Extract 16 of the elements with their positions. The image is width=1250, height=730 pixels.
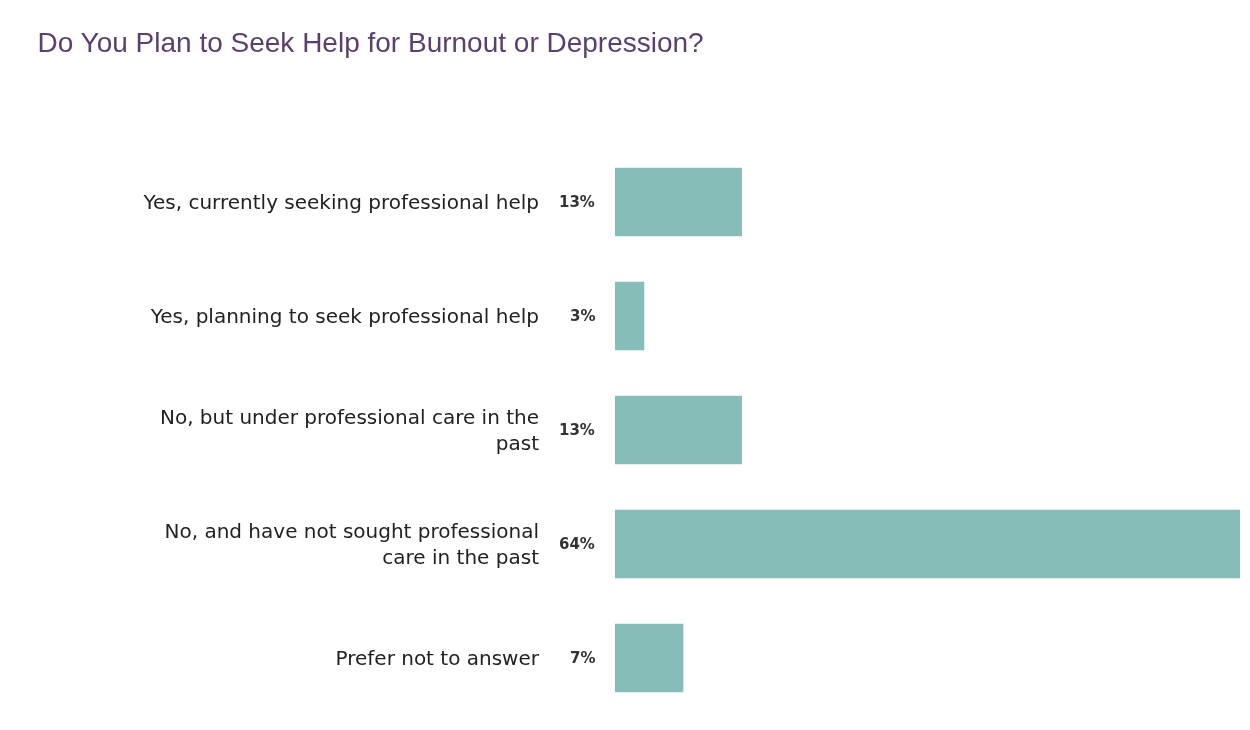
y-tick-label: No, but under professional care in the past [159,405,540,455]
y-tick-label: Prefer not to answer [335,646,540,670]
data-label: 64% [559,535,595,553]
data-label: 13% [559,421,595,439]
bar [615,509,1240,579]
text: Do You Plan to Seek Help for Burnout or Depression? [37,27,704,59]
data-label: 7% [570,649,596,667]
y-tick-label: No, and have not sought professional care in the past [164,519,540,569]
bar [615,623,684,693]
bar [615,167,742,237]
y-tick-label: Yes, currently seeking professional help [142,190,539,214]
data-label: 3% [570,307,596,325]
data-label: 13% [559,193,595,211]
bar [615,281,645,351]
bar [615,395,742,465]
y-tick-label: Yes, planning to seek professional help [149,304,539,328]
